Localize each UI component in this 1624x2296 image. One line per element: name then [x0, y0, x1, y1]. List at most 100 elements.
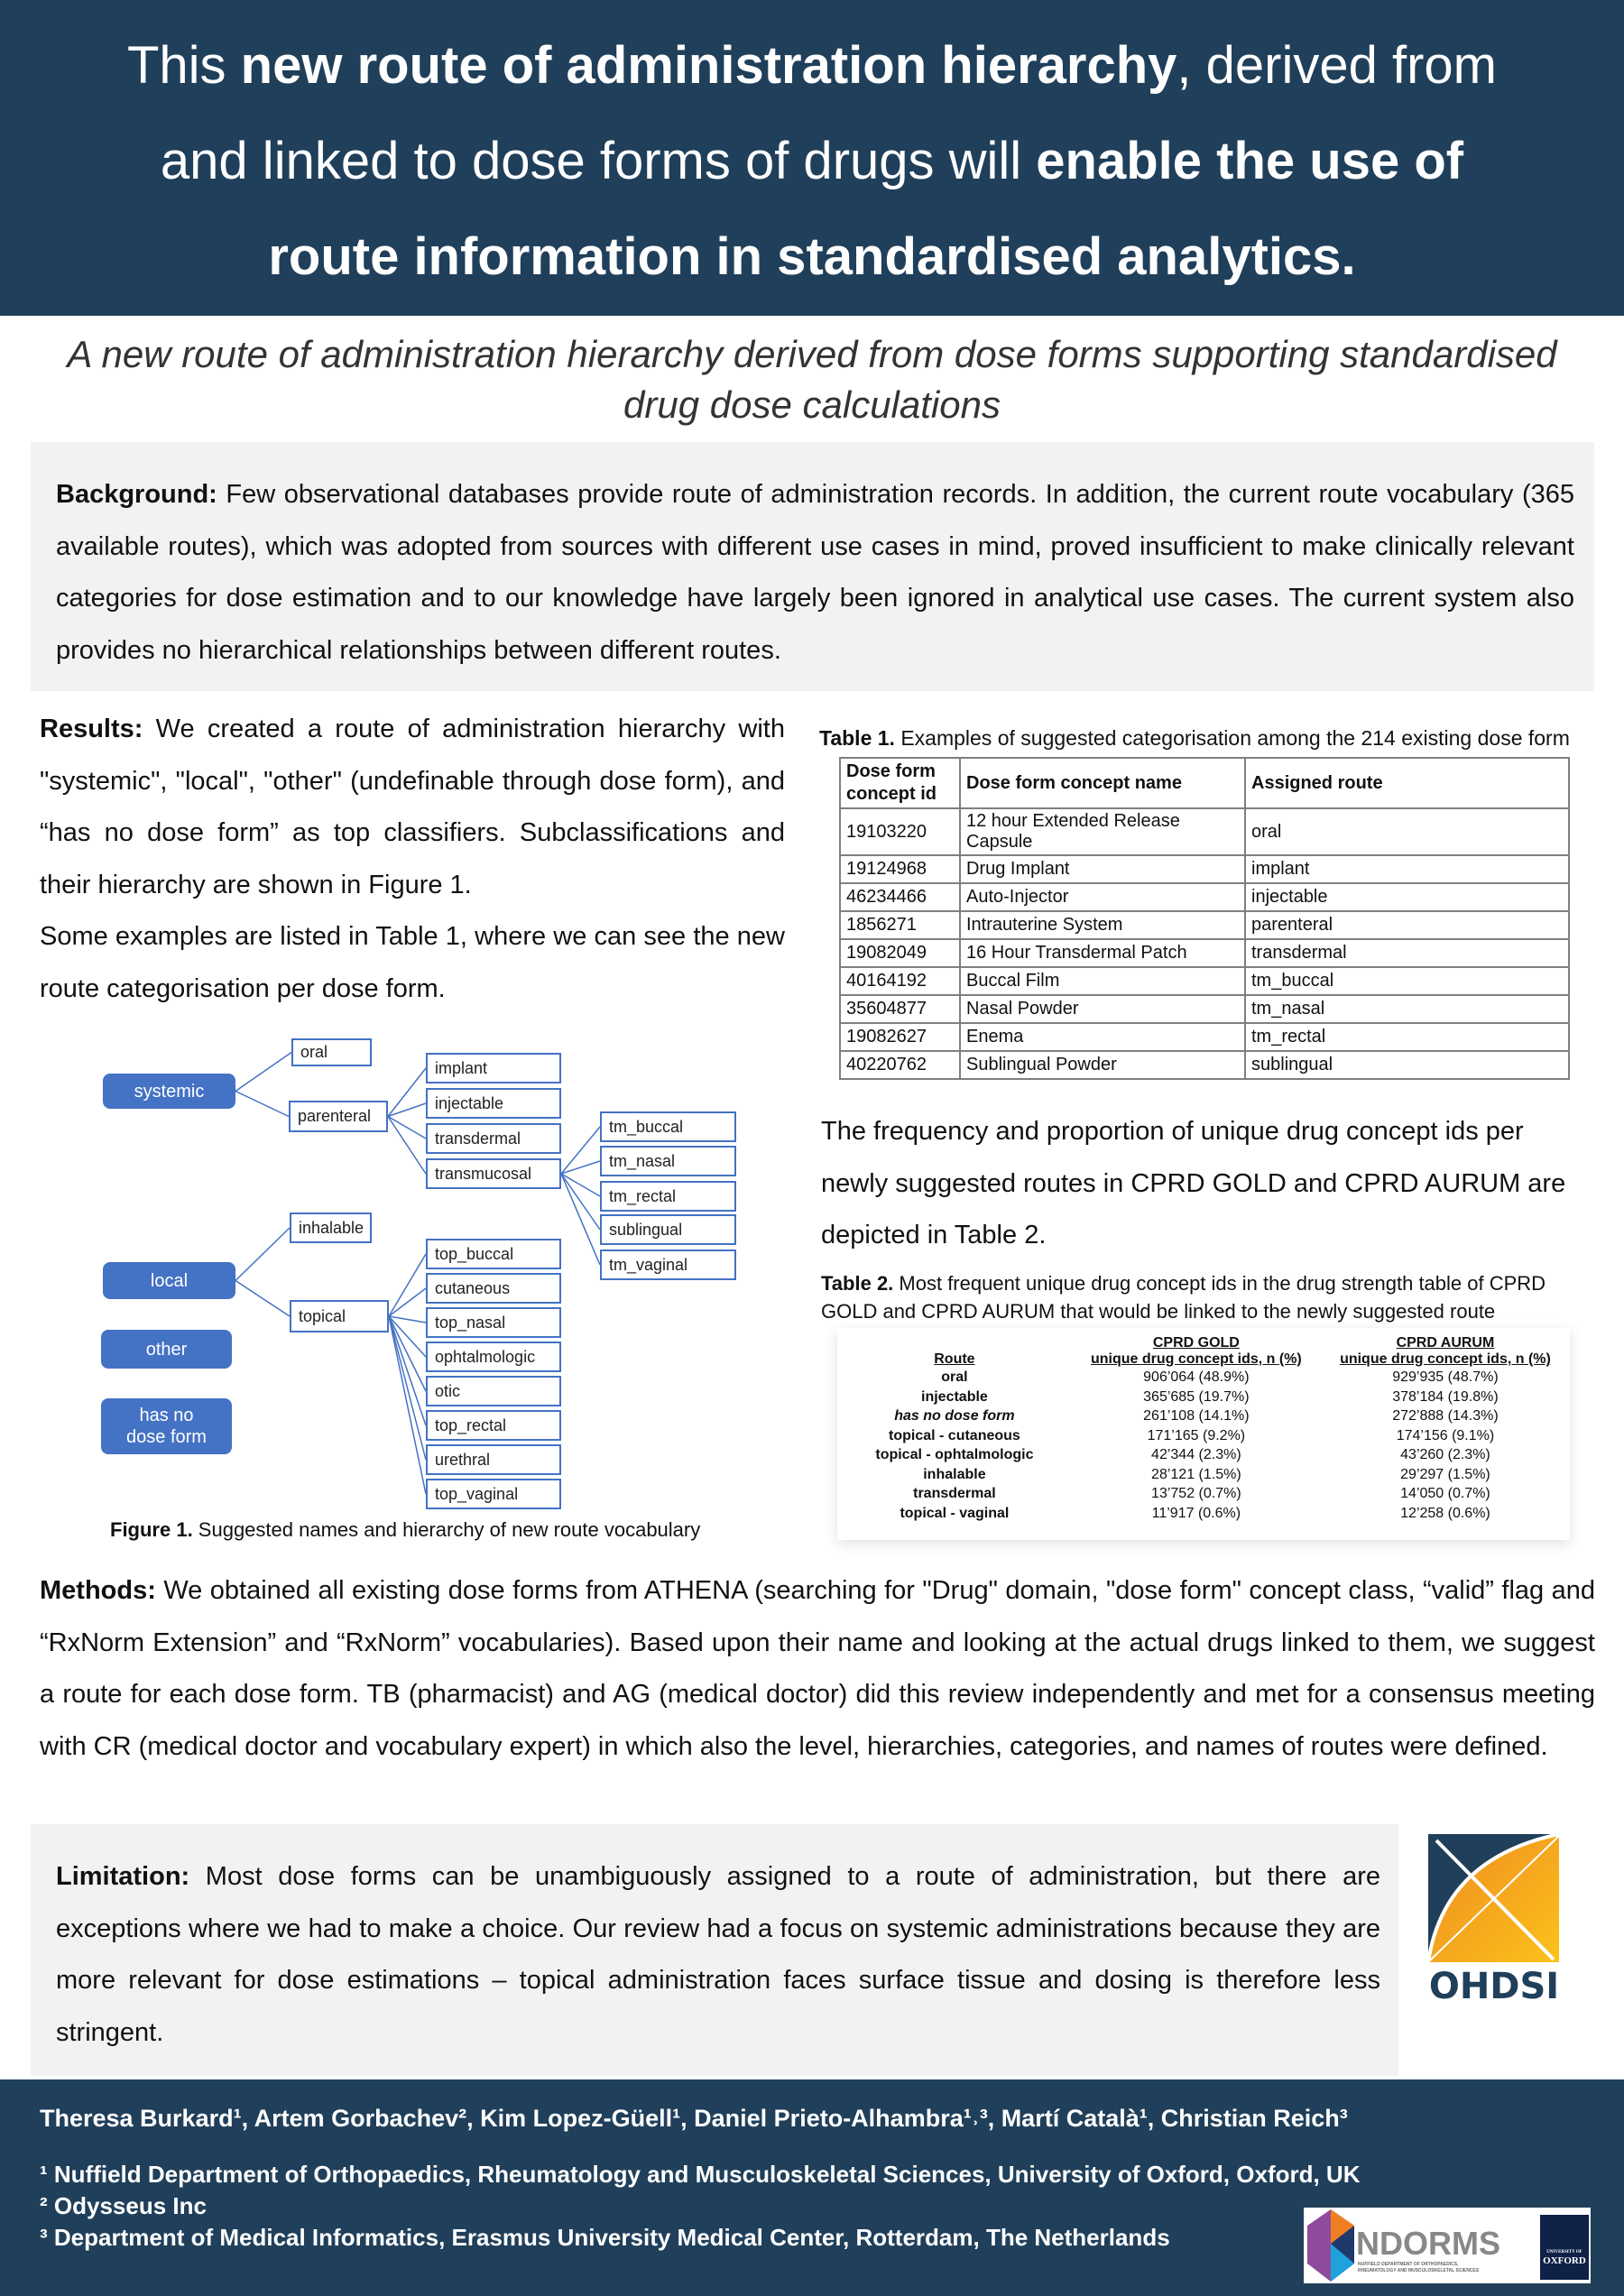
diagram-edge — [560, 1173, 601, 1266]
svg-text:RHEUMATOLOGY AND MUSCULOSKELET: RHEUMATOLOGY AND MUSCULOSKELETAL SCIENCE… — [1358, 2268, 1480, 2273]
diagram-edge — [388, 1315, 427, 1392]
section-label: Limitation: — [56, 1862, 190, 1891]
section-label: Results: — [40, 715, 143, 743]
table-cell: parenteral — [1244, 910, 1570, 940]
table-cell: topical - cutaneous — [889, 1427, 1020, 1443]
table-cell: Buccal Film — [959, 966, 1246, 996]
table-cell: 42’344 (2.3%) — [1151, 1447, 1241, 1462]
table-cell: Nasal Powder — [959, 994, 1246, 1024]
table-cell: 35604877 — [839, 994, 961, 1024]
results-section: Results: We created a route of administr… — [40, 704, 785, 1015]
diagram-node: ophtalmologic — [426, 1342, 561, 1372]
diagram-edge — [560, 1160, 601, 1175]
diagram-node: top_nasal — [426, 1307, 561, 1338]
diagram-edge — [560, 1173, 601, 1231]
diagram-edge — [560, 1173, 601, 1197]
table-cell: 171’165 (9.2%) — [1147, 1427, 1246, 1443]
table-cell: topical - ophtalmologic — [875, 1447, 1034, 1462]
ndorms-oxford-logo: NDORMS NUFFIELD DEPARTMENT OF ORTHOPAEDI… — [1304, 2208, 1591, 2283]
headline-segment: new route of administration hierarchy — [240, 36, 1177, 95]
caption-label: Table 2. — [821, 1272, 894, 1295]
caption-text: Examples of suggested categorisation amo… — [894, 726, 1570, 750]
table-cell: topical - vaginal — [900, 1505, 1010, 1521]
table-cell: 40220762 — [839, 1050, 961, 1080]
table-cell: transdermal — [913, 1486, 996, 1501]
diagram-node: has no dose form — [101, 1398, 232, 1454]
diagram-edges — [235, 1051, 601, 1495]
diagram-edge — [388, 1315, 427, 1461]
table-row: 40164192 Buccal Film tm_buccal — [839, 966, 1570, 996]
diagram-node: top_rectal — [426, 1410, 561, 1441]
diagram-node: other — [101, 1330, 232, 1369]
table2-caption: Table 2. Most frequent unique drug conce… — [821, 1269, 1597, 1325]
diagram-edge — [388, 1287, 427, 1317]
diagram-edge — [387, 1115, 427, 1139]
diagram-edge — [388, 1315, 427, 1358]
table-cell: 16 Hour Transdermal Patch — [959, 938, 1246, 968]
caption-text: Suggested names and hierarchy of new rou… — [192, 1518, 701, 1541]
methods-text: We obtained all existing dose forms from… — [40, 1576, 1595, 1761]
table-cell: tm_buccal — [1244, 966, 1570, 996]
table-cell: 13’752 (0.7%) — [1151, 1486, 1241, 1501]
svg-text:NUFFIELD DEPARTMENT OF ORTHOPA: NUFFIELD DEPARTMENT OF ORTHOPAEDICS, — [1358, 2262, 1459, 2267]
table-cell: Enema — [959, 1022, 1246, 1052]
table-row: 40220762 Sublingual Powder sublingual — [839, 1050, 1570, 1080]
table-cell: tm_nasal — [1244, 994, 1570, 1024]
table-cell: 19082627 — [839, 1022, 961, 1052]
table-cell: 40164192 — [839, 966, 961, 996]
ohdsi-logo: OHDSI — [1426, 1831, 1570, 2007]
table-row: injectable 365’685 (19.7%) 378’184 (19.8%) — [837, 1388, 1570, 1407]
column-header: Dose form concept id — [839, 757, 961, 809]
diagram-edge — [235, 1279, 291, 1317]
table-cell: 28’121 (1.5%) — [1151, 1466, 1241, 1482]
table-cell: 19082049 — [839, 938, 961, 968]
results-text: We created a route of administration hie… — [40, 715, 785, 899]
table-cell: has no dose form — [894, 1408, 1015, 1424]
table-cell: transdermal — [1244, 938, 1570, 968]
diagram-node: tm_rectal — [600, 1181, 736, 1212]
diagram-node: urethral — [426, 1444, 561, 1475]
table-row: topical - cutaneous 171’165 (9.2%) 174’156… — [837, 1426, 1570, 1446]
diagram-edge — [388, 1315, 427, 1323]
diagram-node: transdermal — [426, 1123, 561, 1154]
diagram-edge — [235, 1090, 290, 1118]
table-cell: 43’260 (2.3%) — [1400, 1447, 1490, 1462]
column-subheader: unique drug concept ids, n (%) — [1340, 1351, 1551, 1367]
table-row: 19124968 Drug Implant implant — [839, 854, 1570, 884]
author-list: Theresa Burkard¹, Artem Gorbachev², Kim … — [40, 2105, 1348, 2132]
diagram-edge — [388, 1315, 427, 1495]
caption-label: Table 1. — [819, 726, 895, 750]
table-cell: 929’935 (48.7%) — [1392, 1369, 1499, 1385]
caption-label: Figure 1. — [110, 1518, 193, 1541]
figure1-caption: Figure 1. Suggested names and hierarchy … — [110, 1518, 700, 1542]
table-cell: 46234466 — [839, 882, 961, 912]
diagram-node: topical — [290, 1300, 389, 1332]
diagram-node: implant — [426, 1053, 561, 1083]
column-header: Assigned route — [1244, 757, 1570, 809]
table-cell: 1856271 — [839, 910, 961, 940]
column-subheader: unique drug concept ids, n (%) — [1090, 1351, 1302, 1367]
svg-text:OXFORD: OXFORD — [1543, 2255, 1586, 2266]
diagram-node: oral — [291, 1038, 372, 1066]
table-cell: 14’050 (0.7%) — [1400, 1486, 1490, 1501]
headline-banner: This new route of administration hierarc… — [0, 0, 1624, 316]
headline-segment: , derived from and linked to dose forms … — [160, 36, 1497, 190]
table-cell: 365’685 (19.7%) — [1143, 1388, 1250, 1405]
table-cell: 272’888 (14.3%) — [1392, 1408, 1499, 1424]
headline-segment: This — [126, 36, 241, 95]
diagram-node: tm_nasal — [600, 1146, 736, 1176]
frequency-text: The frequency and proportion of unique d… — [821, 1117, 1566, 1249]
section-label: Methods: — [40, 1576, 156, 1605]
column-header: CPRD AURUM — [1396, 1335, 1495, 1351]
diagram-node: transmucosal — [426, 1158, 561, 1189]
diagram-edge — [235, 1051, 292, 1093]
table-row: 1856271 Intrauterine System parenteral — [839, 910, 1570, 940]
headline-segment: enable the use of route information in s… — [268, 132, 1464, 286]
diagram-edge — [235, 1227, 291, 1282]
diagram-node: parenteral — [289, 1101, 388, 1132]
table-cell: 12 hour Extended Release Capsule — [959, 807, 1246, 856]
diagram-edge — [387, 1116, 427, 1175]
table-row: oral 906’064 (48.9%) 929’935 (48.7%) — [837, 1368, 1570, 1388]
methods-section: Methods: We obtained all existing dose f… — [40, 1565, 1595, 1773]
table-cell: oral — [1244, 807, 1570, 856]
